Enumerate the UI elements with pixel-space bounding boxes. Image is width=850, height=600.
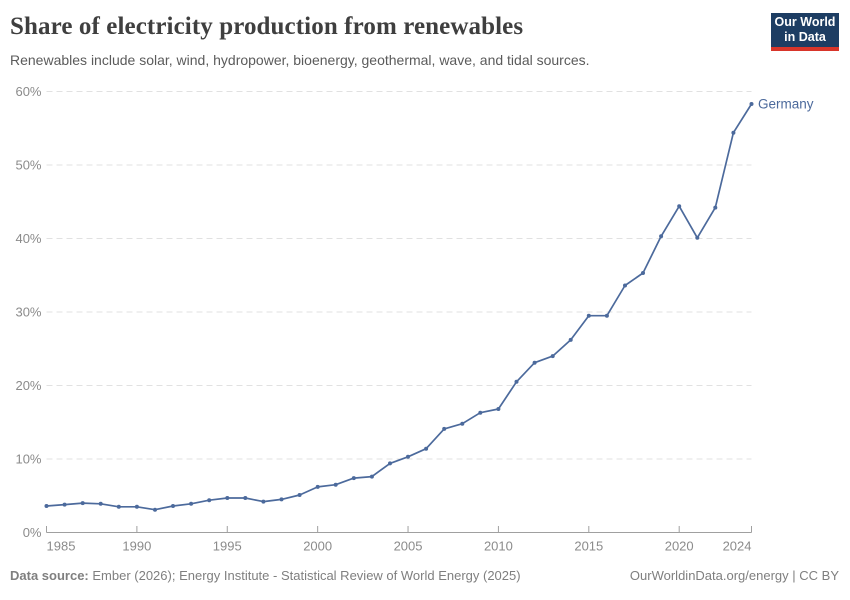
data-source-label: Data source: (10, 568, 89, 583)
y-axis-label: 10% (15, 452, 41, 467)
y-axis-label: 20% (15, 378, 41, 393)
owid-logo-line1: Our World (774, 15, 836, 30)
y-axis-label: 60% (15, 84, 41, 99)
data-point[interactable] (134, 504, 139, 509)
data-point[interactable] (641, 271, 645, 275)
data-point[interactable] (659, 234, 664, 239)
data-point[interactable] (532, 360, 537, 365)
data-point[interactable] (442, 426, 447, 431)
data-point[interactable] (297, 493, 302, 497)
data-point[interactable] (98, 501, 103, 506)
x-axis-label: 2000 (303, 539, 332, 554)
data-point[interactable] (695, 235, 700, 240)
data-point[interactable] (116, 504, 121, 509)
data-point[interactable] (333, 482, 338, 487)
data-point[interactable] (731, 130, 736, 135)
chart-subtitle: Renewables include solar, wind, hydropow… (10, 52, 590, 68)
data-point[interactable] (44, 504, 49, 508)
y-axis-label: 0% (23, 525, 42, 540)
credits: OurWorldinData.org/energy | CC BY (630, 568, 839, 583)
x-axis-label: 2020 (665, 539, 694, 554)
x-axis-label: 1995 (213, 539, 242, 554)
owid-url-link[interactable]: OurWorldinData.org/energy (629, 568, 789, 583)
data-point[interactable] (568, 337, 573, 342)
data-point[interactable] (496, 407, 501, 411)
data-point[interactable] (153, 507, 157, 512)
data-point[interactable] (261, 499, 266, 504)
data-point[interactable] (550, 354, 555, 359)
data-point[interactable] (189, 501, 194, 506)
data-point[interactable] (62, 502, 67, 507)
x-axis-label: 2010 (484, 539, 513, 554)
data-point[interactable] (369, 474, 374, 479)
series-line-germany[interactable] (45, 103, 753, 511)
data-point[interactable] (460, 421, 465, 426)
x-axis-label: 2015 (574, 539, 603, 554)
data-point[interactable] (406, 454, 410, 459)
page-title: Share of electricity production from ren… (10, 13, 524, 40)
x-axis-label: 1985 (47, 539, 76, 554)
data-point[interactable] (225, 496, 230, 500)
y-axis-label: 50% (15, 158, 41, 173)
series-label-germany[interactable]: Germany (758, 97, 814, 112)
data-source-text: Ember (2026); Energy Institute - Statist… (88, 568, 521, 583)
data-point[interactable] (424, 446, 429, 451)
data-point[interactable] (279, 497, 284, 502)
license-link[interactable]: CC BY (799, 568, 839, 583)
data-point[interactable] (243, 496, 248, 500)
credits-separator: | (788, 568, 800, 583)
y-axis-label: 40% (15, 231, 41, 246)
data-point[interactable] (315, 484, 320, 489)
x-axis-label: 2024 (723, 539, 752, 554)
data-point[interactable] (677, 204, 682, 209)
y-axis-label: 30% (15, 305, 41, 320)
data-point[interactable] (749, 102, 754, 106)
data-point[interactable] (604, 313, 609, 318)
data-point[interactable] (713, 205, 718, 210)
data-point[interactable] (80, 501, 85, 506)
data-point[interactable] (351, 476, 356, 481)
data-point[interactable] (171, 504, 175, 508)
data-source: Data source: Ember (2026); Energy Instit… (10, 568, 521, 583)
chart-footer: Data source: Ember (2026); Energy Instit… (10, 568, 839, 583)
owid-logo-line2: in Data (784, 30, 826, 44)
x-axis-label: 1990 (122, 539, 151, 554)
x-axis-label: 2005 (394, 539, 423, 554)
data-point[interactable] (623, 283, 627, 288)
owid-logo[interactable]: Our World in Data (771, 13, 839, 51)
data-point[interactable] (388, 461, 392, 466)
data-point[interactable] (514, 379, 519, 384)
data-point[interactable] (478, 410, 483, 415)
data-point[interactable] (207, 498, 212, 503)
data-point[interactable] (586, 313, 591, 318)
